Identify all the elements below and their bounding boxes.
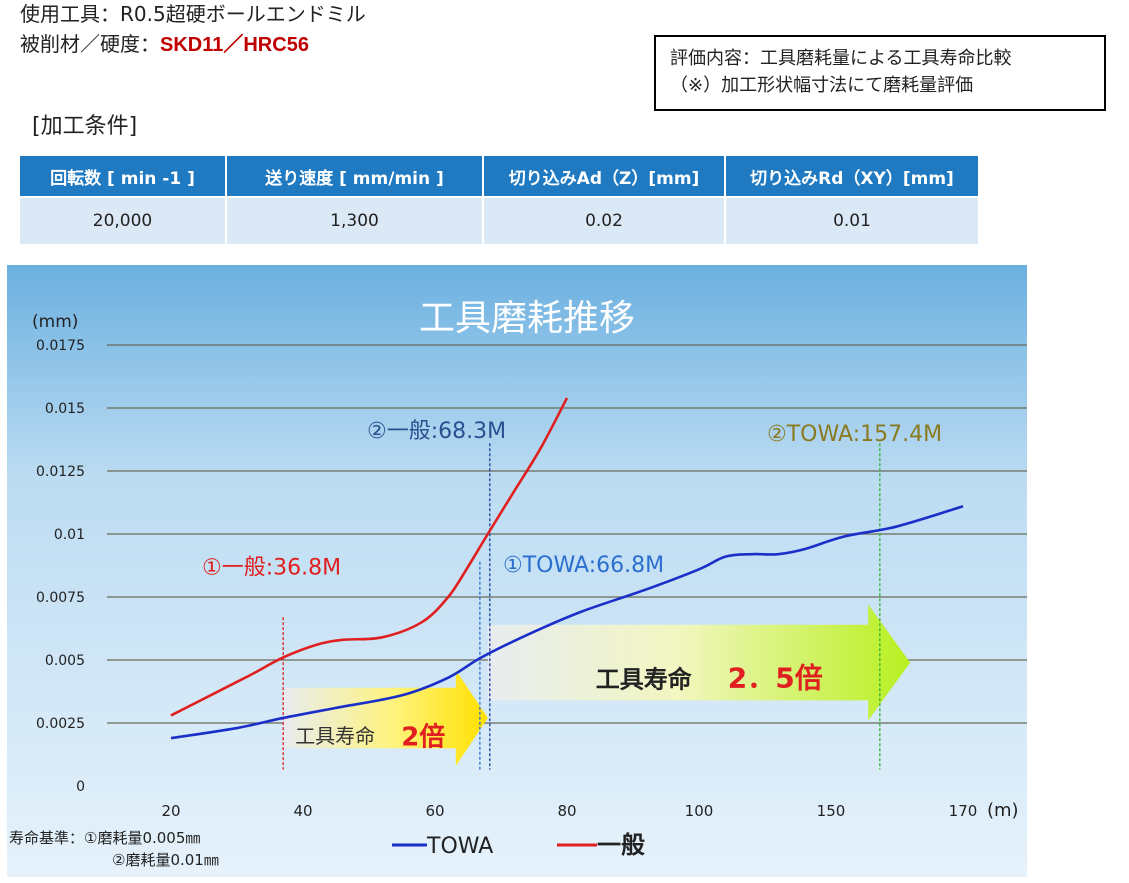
annotation-label: ①一般:36.8M (202, 555, 341, 580)
y-tick-label: 0.0125 (36, 464, 85, 480)
header-rd: 切り込みRd（XY）[mm] (725, 156, 980, 197)
x-tick-label: 20 (161, 802, 180, 820)
value-rd: 0.01 (725, 196, 980, 244)
value-spindle: 20,000 (20, 196, 227, 244)
chart-title: 工具磨耗推移 (419, 298, 635, 339)
legend-label-towa: TOWA (426, 834, 493, 859)
y-unit-label: (mm) (32, 312, 78, 332)
value-ad: 0.02 (483, 196, 726, 244)
legend-label-general: 一般 (597, 831, 645, 859)
annotation-label: ②TOWA:157.4M (767, 422, 942, 447)
evaluation-line-2: （※）加工形状幅寸法にて磨耗量評価 (670, 75, 974, 96)
conditions-title: [加工条件] (32, 114, 138, 139)
chart-background (7, 265, 1027, 877)
y-tick-label: 0.0075 (36, 590, 85, 606)
y-tick-label: 0.01 (54, 527, 85, 543)
x-tick-label: 40 (293, 802, 312, 820)
material-value: SKD11／HRC56 (160, 34, 309, 56)
conditions-value-row: 20,000 1,300 0.02 0.01 (20, 196, 980, 244)
life-arrow-25x-multiplier: 2．5倍 (728, 662, 823, 695)
annotation-label: ②一般:68.3M (367, 419, 506, 444)
header-feed: 送り速度 [ mm/min ] (226, 156, 484, 197)
wear-chart: 工具磨耗推移 (mm) 0 0.0025 0.005 0.0075 0.01 0.0125… (7, 265, 1029, 877)
life-arrow-2x (283, 670, 488, 766)
x-tick-label: 80 (557, 802, 576, 820)
value-feed: 1,300 (226, 196, 484, 244)
x-tick-label: 100 (685, 802, 714, 820)
series-line-general (170, 397, 569, 717)
wear-chart-svg: 工具磨耗推移 (mm) 0 0.0025 0.005 0.0075 0.01 0.0125… (7, 265, 1029, 877)
legend: TOWA 一般 (392, 831, 645, 859)
header-ad: 切り込みAd（Z）[mm] (483, 156, 726, 197)
footnote-line-1: 寿命基準：①磨耗量0.005㎜ (9, 829, 200, 847)
life-arrow-2x-label: 工具寿命 (295, 724, 375, 748)
material-row: 被削材／硬度：SKD11／HRC56 (20, 30, 309, 60)
tool-label: 使用工具：R0.5超硬ボールエンドミル (20, 2, 366, 26)
life-arrow-2x-multiplier: 2倍 (401, 722, 445, 753)
evaluation-line-1: 評価内容：工具磨耗量による工具寿命比較 (670, 48, 1012, 69)
conditions-table: 回転数 [ min -1 ] 送り速度 [ mm/min ] 切り込みAd（Z）… (20, 156, 980, 244)
life-arrow-25x-label: 工具寿命 (596, 666, 693, 694)
header-spindle: 回転数 [ min -1 ] (20, 156, 227, 197)
y-tick-label: 0.0175 (36, 338, 85, 354)
y-tick-label: 0 (76, 779, 85, 795)
footnote-line-2: ②磨耗量0.01㎜ (112, 851, 219, 869)
conditions-header-row: 回転数 [ min -1 ] 送り速度 [ mm/min ] 切り込みAd（Z）… (20, 156, 980, 197)
x-tick-label: 150 (817, 802, 846, 820)
series-line-towa (170, 505, 964, 740)
x-unit-label: (m) (987, 800, 1019, 821)
y-tick-label: 0.015 (45, 401, 85, 417)
y-tick-label: 0.0025 (36, 716, 85, 732)
evaluation-box: 評価内容：工具磨耗量による工具寿命比較 （※）加工形状幅寸法にて磨耗量評価 (654, 35, 1106, 111)
x-tick-label: 60 (425, 802, 444, 820)
annotation-label: ①TOWA:66.8M (503, 553, 664, 578)
x-tick-label: 170 (949, 802, 978, 820)
material-label: 被削材／硬度： (20, 32, 160, 56)
y-tick-label: 0.005 (45, 653, 85, 669)
life-arrow-25x (487, 604, 911, 721)
